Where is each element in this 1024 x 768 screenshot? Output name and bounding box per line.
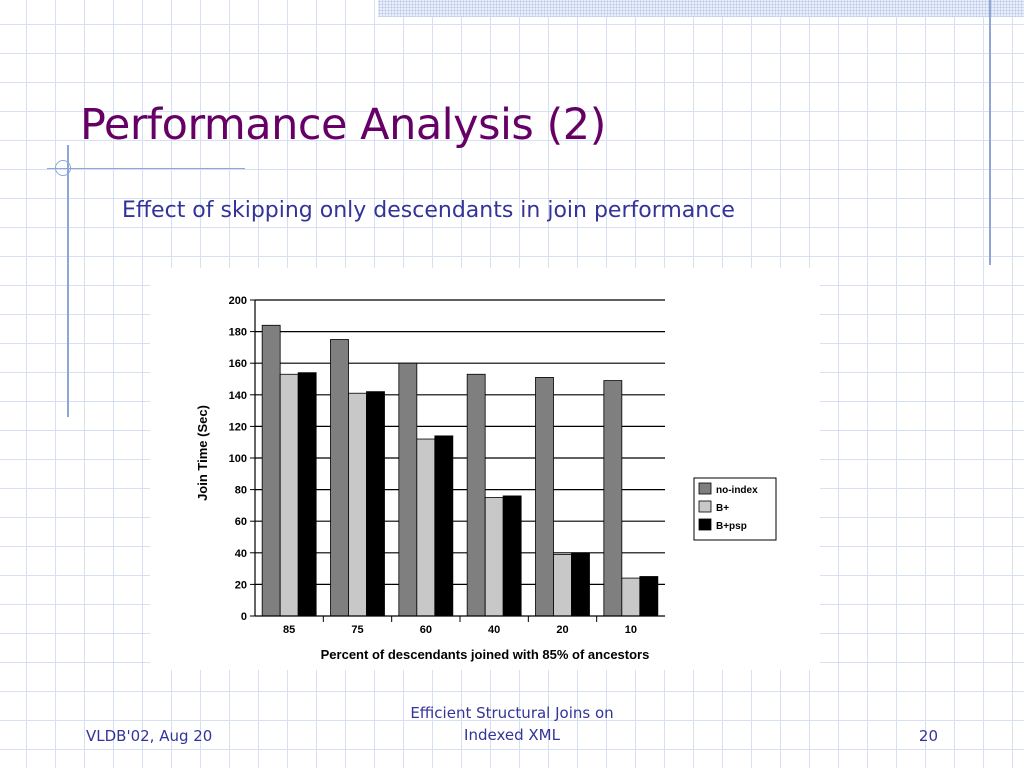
footer-title-line2: Indexed XML: [464, 726, 560, 744]
y-tick-label-40: 40: [235, 548, 247, 560]
y-tick-label-100: 100: [229, 453, 247, 465]
bar-B+-10: [621, 577, 641, 617]
x-axis-label: Percent of descendants joined with 85% o…: [321, 647, 650, 662]
left-decorative-line: [67, 145, 69, 417]
slide-subtitle: Effect of skipping only descendants in j…: [122, 198, 735, 223]
bar-no-index-75: [330, 339, 349, 617]
bar-B+-20: [553, 553, 572, 617]
gridlines: [255, 299, 665, 585]
bar-B+psp-85: [297, 372, 317, 617]
footer-title: Efficient Structural Joins on Indexed XM…: [362, 702, 662, 746]
slide-title: Performance Analysis (2): [80, 100, 606, 150]
title-underline: [47, 168, 245, 169]
x-tick-label-40: 40: [488, 624, 500, 636]
bar-B+psp-60: [434, 435, 454, 617]
legend-label-no-index: no-index: [716, 485, 758, 496]
legend-label-B+psp: B+psp: [716, 521, 747, 532]
slide-number: 20: [918, 727, 938, 745]
footer-title-line1: Efficient Structural Joins on: [410, 704, 614, 722]
tick-labels: 0 20 40 60 80 100 120 140 160 180 200 85 75 60 40 20 10: [229, 295, 637, 636]
decorative-circle-icon: [55, 160, 71, 176]
legend-swatch-B+psp: [698, 518, 712, 531]
y-tick-label-20: 20: [235, 579, 247, 591]
y-tick-label-160: 160: [229, 358, 247, 370]
footer-conference: VLDB'02, Aug 20: [86, 727, 213, 745]
x-tick-label-10: 10: [625, 624, 637, 636]
x-tick-label-75: 75: [351, 624, 363, 636]
top-decorative-band: [378, 0, 1024, 17]
bar-no-index-40: [466, 373, 486, 617]
bars: [261, 324, 659, 617]
right-decorative-line: [989, 0, 991, 265]
x-tick-label-85: 85: [283, 624, 295, 636]
legend-label-B+: B+: [716, 503, 729, 514]
bar-B+-75: [348, 392, 367, 617]
bar-B+psp-10: [639, 576, 659, 617]
bar-B+psp-75: [366, 391, 385, 617]
chart-container: 0 20 40 60 80 100 120 140 160 180 200 85 75 60 40 20 10 …: [150, 268, 820, 670]
bar-no-index-20: [535, 377, 554, 617]
bar-B+-40: [484, 497, 504, 617]
y-tick-label-140: 140: [229, 390, 247, 402]
bar-no-index-60: [398, 362, 418, 617]
bar-no-index-85: [261, 324, 281, 617]
bar-B+-60: [416, 438, 436, 617]
y-tick-label-120: 120: [229, 421, 247, 433]
bar-B+psp-20: [571, 552, 590, 617]
y-tick-label-200: 200: [229, 295, 247, 307]
bar-B+-85: [279, 373, 299, 617]
x-tick-label-20: 20: [556, 624, 568, 636]
bar-no-index-10: [603, 380, 623, 617]
y-tick-label-60: 60: [235, 516, 247, 528]
y-tick-label-180: 180: [229, 327, 247, 339]
legend: no-index B+ B+psp: [693, 477, 777, 541]
y-tick-label-80: 80: [235, 485, 247, 497]
legend-swatch-no-index: [698, 482, 712, 495]
y-axis-label: Join Time (Sec): [195, 405, 210, 501]
axes: [250, 299, 665, 622]
bar-B+psp-40: [502, 495, 522, 617]
y-tick-label-0: 0: [241, 611, 247, 623]
legend-swatch-B+: [698, 500, 712, 513]
x-tick-label-60: 60: [420, 624, 432, 636]
